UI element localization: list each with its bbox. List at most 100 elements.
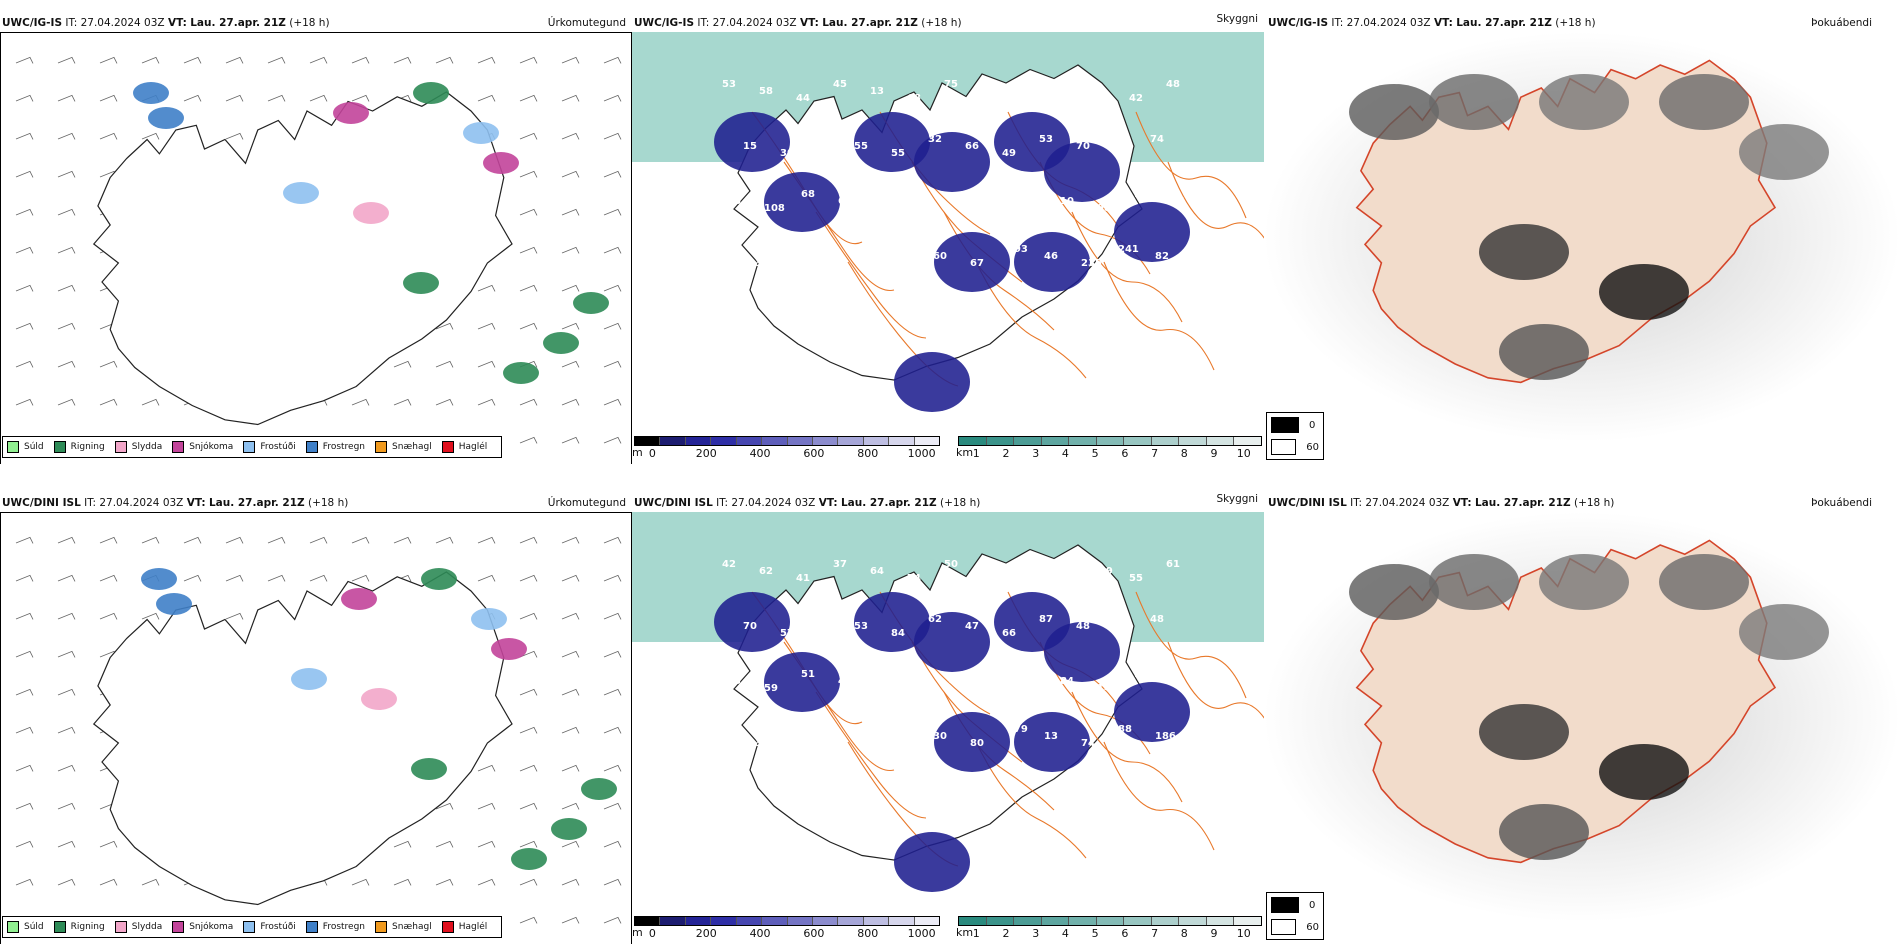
legend-label: Haglél (458, 922, 488, 932)
legend-item: Frostúði (243, 441, 296, 453)
cloud-base-label: 74 (1150, 134, 1164, 145)
legend-label: Rigning (70, 922, 105, 932)
legend-item: Haglél (441, 921, 488, 933)
fog-map (1264, 512, 1900, 922)
colorbar-cell (1234, 917, 1262, 925)
colorbar-cell (838, 437, 864, 445)
valid-time: Lau. 27.apr. 21Z (190, 17, 286, 29)
cloud-base-label: 82 (1155, 251, 1169, 262)
colorbar-cell (736, 437, 763, 445)
legend-item: Súld (7, 921, 44, 933)
model-name: UWC/DINI ISL (2, 497, 81, 509)
legend-item: Frostúði (243, 921, 296, 933)
colorbar-cells (634, 916, 940, 926)
colorbar-tick: 5 (1091, 927, 1099, 940)
colorbar-tick: 10 (1236, 447, 1251, 460)
cloud-base-label: 98 (1097, 203, 1111, 214)
colorbar-tick: 4 (1061, 927, 1069, 940)
colorbar-cell (635, 917, 661, 925)
low-cloud-area (1014, 232, 1090, 292)
legend-item: Slydda (114, 921, 162, 933)
precip-cell (283, 182, 319, 204)
colorbar-cell (1096, 917, 1125, 925)
cloud-base-label: 55 (896, 724, 910, 735)
panel-header: UWC/DINI ISL IT: 27.04.2024 03Z VT: Lau.… (634, 494, 980, 512)
cloud-base-label: 13 (732, 313, 746, 324)
cloud-base-label: 47 (965, 621, 979, 632)
cloud-base-label: 137 (748, 738, 769, 749)
colorbar-ticks: 1 2 3 4 5 6 7 8 9 10 (958, 927, 1262, 941)
cloud-base-label: 78 (727, 196, 741, 207)
cloud-base-label: 66 (965, 141, 979, 152)
fog-key-swatch (1271, 897, 1299, 913)
cloud-base-label: 64 (981, 86, 995, 97)
low-cloud-area (894, 832, 970, 892)
colorbar-cell (1069, 917, 1097, 925)
lead-time: (+18 h) (1555, 17, 1596, 29)
iceland-coastline (92, 571, 513, 906)
low-cloud-area (1114, 682, 1190, 742)
colorbar-tick: 1000 (907, 927, 936, 940)
cloud-base-label: 48 (949, 676, 963, 687)
legend-item: Rigning (53, 441, 105, 453)
legend-label: Frostregn (322, 922, 366, 932)
cloud-base-label: 87 (1039, 614, 1053, 625)
colorbar-cell (711, 437, 737, 445)
cloud-base-label: 67 (806, 306, 820, 317)
colorbar-tick: 3 (1032, 927, 1040, 940)
precip-legend: Súld Rigning Slydda Snjókoma Frostúði Frostre… (2, 916, 503, 938)
legend-label: Rigning (70, 442, 105, 452)
cloud-base-label: 64 (870, 566, 884, 577)
colorbar-cell (986, 437, 1015, 445)
cloud-base-label: 40 (986, 203, 1000, 214)
cloud-base-label: 107 (1134, 189, 1155, 200)
cloud-base-label: 57 (780, 628, 794, 639)
colorbar-cell (812, 917, 839, 925)
colorbar-tick: 6 (1121, 927, 1129, 940)
cloud-base-label: 61 (1113, 628, 1127, 639)
legend-label: Haglél (458, 442, 488, 452)
colorbar-cell (660, 917, 686, 925)
precip-cell (341, 588, 377, 610)
cloud-base-label: 46 (1055, 559, 1069, 570)
colorbar-tick: 600 (803, 447, 825, 460)
legend-swatch (441, 441, 454, 453)
cloud-base-label: 53 (727, 676, 741, 687)
legend-swatch (243, 441, 256, 453)
low-cloud-area (854, 592, 930, 652)
colorbar-cell (1069, 437, 1097, 445)
colorbar-cell (914, 917, 940, 925)
init-time: IT: 27.04.2024 03Z (65, 17, 165, 29)
fog-key-label: 60 (1306, 921, 1319, 933)
colorbar-ticks: 0 200 400 600 800 1000 (634, 927, 940, 941)
precip-cell (503, 362, 539, 384)
cloud-base-label: 46 (1055, 79, 1069, 90)
colorbar-cell (787, 917, 813, 925)
cloud-base-label: 41 (796, 573, 810, 584)
cloud-base-label: 74 (907, 573, 921, 584)
colorbar-tick: 6 (1121, 447, 1129, 460)
valid-label: VT: (186, 497, 206, 509)
cloud-base-label: 59 (1171, 676, 1185, 687)
colorbar-tick: 10 (1236, 927, 1251, 940)
precip-map-svg (15, 536, 622, 924)
panel-header: UWC/IG-IS IT: 27.04.2024 03Z VT: Lau. 27… (634, 14, 962, 32)
colorbar-tick: 5 (1091, 447, 1099, 460)
colorbar-tick: 1 (972, 927, 980, 940)
lead-time: (+18 h) (1573, 497, 1615, 509)
init-time: IT: 27.04.2024 03Z (1350, 497, 1450, 509)
precip-cell (141, 568, 177, 590)
cloud-base-label: 82 (896, 244, 910, 255)
panel-header: UWC/IG-IS IT: 27.04.2024 03Z VT: Lau. 27… (2, 14, 330, 32)
colorbar-cell (787, 437, 813, 445)
cloud-base-label: 62 (806, 786, 820, 797)
legend-label: Frostúði (260, 922, 296, 932)
cloud-base-label: 235 (1081, 258, 1102, 269)
precip-cell (581, 778, 617, 800)
panel-header: UWC/IG-IS IT: 27.04.2024 03Z VT: Lau. 27… (1268, 14, 1596, 32)
model-name: UWC/DINI ISL (634, 497, 713, 509)
cloud-base-label: 48 (1023, 189, 1037, 200)
cloud-base-label: 67 (970, 258, 984, 269)
low-cloud-area (934, 712, 1010, 772)
init-time: IT: 27.04.2024 03Z (84, 497, 184, 509)
